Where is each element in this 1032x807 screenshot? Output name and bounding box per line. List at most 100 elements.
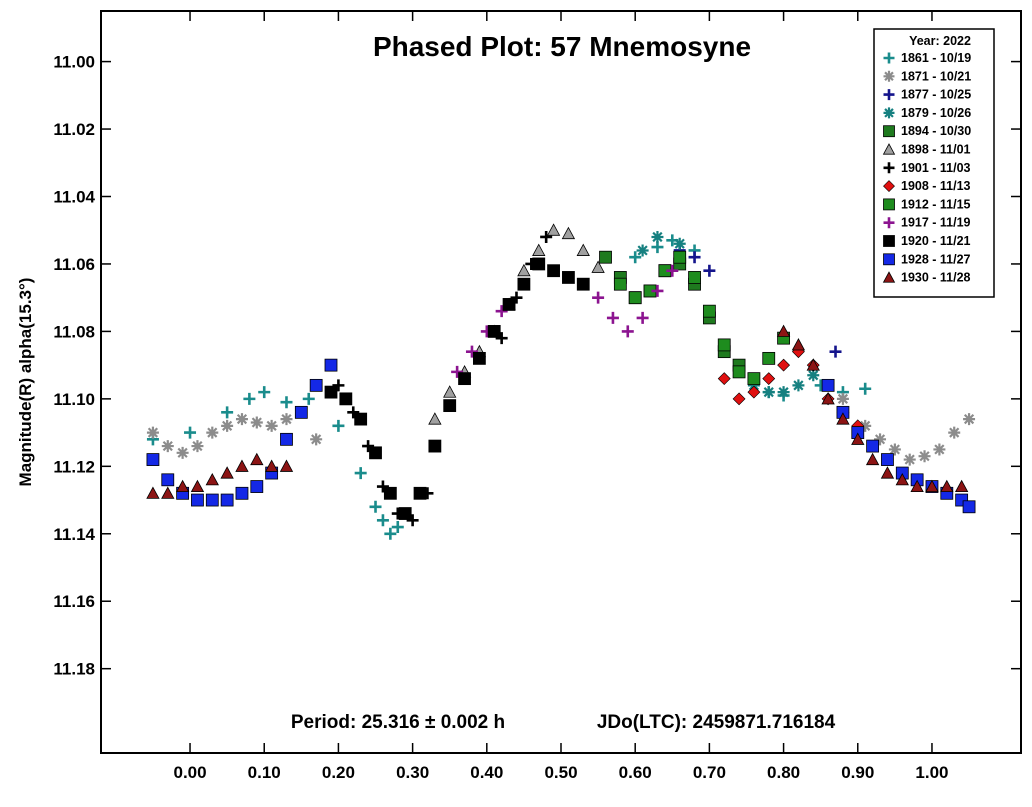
data-point xyxy=(940,479,954,493)
y-tick-label: 11.04 xyxy=(53,188,95,207)
data-point xyxy=(146,486,160,499)
x-tick-label: 0.40 xyxy=(470,763,503,782)
y-axis-label: Magnitude(R) alpha(15.3°) xyxy=(16,278,35,487)
legend-item: 1877 - 10/25 xyxy=(883,88,971,102)
series-1928 xyxy=(146,358,976,514)
epoch-text: JDo(LTC): 2459871.716184 xyxy=(597,712,836,733)
data-point xyxy=(888,443,901,456)
data-point xyxy=(606,311,619,324)
data-point xyxy=(495,332,508,345)
legend-item: 1861 - 10/19 xyxy=(883,51,971,65)
x-tick-label: 0.30 xyxy=(396,763,429,782)
data-point xyxy=(205,472,219,486)
x-tick-label: 0.10 xyxy=(248,763,281,782)
data-point xyxy=(324,385,338,399)
data-point xyxy=(472,351,486,365)
legend-item: 1898 - 11/01 xyxy=(882,143,971,157)
data-point xyxy=(732,392,746,406)
data-point xyxy=(836,412,850,425)
legend-label: 1877 - 10/25 xyxy=(901,88,971,102)
data-point xyxy=(807,369,820,382)
series-1917 xyxy=(451,264,679,378)
data-point xyxy=(310,433,323,446)
y-axis-ticks: 11.00 11.02 11.04 11.06 11.08 11.10 11.12 11.14… xyxy=(53,53,1021,679)
legend-item: 1871 - 10/21 xyxy=(883,69,971,83)
legend-marker xyxy=(882,143,896,155)
data-point xyxy=(443,385,457,398)
data-point xyxy=(651,241,664,254)
data-point xyxy=(487,325,501,338)
data-point xyxy=(651,284,664,297)
data-point xyxy=(517,277,531,291)
data-point xyxy=(874,433,887,446)
data-point xyxy=(962,500,976,514)
legend-label: 1898 - 11/01 xyxy=(901,143,971,157)
x-tick-label: 0.00 xyxy=(173,763,206,782)
series-1920 xyxy=(324,257,590,520)
plot-area-frame xyxy=(100,10,1022,754)
data-point xyxy=(703,264,716,277)
data-point xyxy=(651,230,664,243)
x-axis-ticks: 0.00 0.10 0.20 0.30 0.40 0.50 0.60 0.70 0.80 0.90… xyxy=(173,11,949,782)
data-point xyxy=(702,304,716,318)
legend-label: 1861 - 10/19 xyxy=(901,51,971,65)
scatter-points xyxy=(146,223,976,540)
x-tick-label: 0.20 xyxy=(322,763,355,782)
legend-marker xyxy=(883,217,895,229)
y-tick-label: 11.16 xyxy=(53,592,95,611)
data-point xyxy=(517,263,531,277)
series-1930 xyxy=(146,324,969,499)
legend-title: Year: 2022 xyxy=(909,34,971,48)
legend-marker xyxy=(883,180,895,193)
data-point xyxy=(175,479,190,493)
legend-item: 1894 - 10/30 xyxy=(883,124,971,138)
data-point xyxy=(354,412,368,426)
y-tick-label: 11.08 xyxy=(53,322,95,341)
legend-item: 1928 - 11/27 xyxy=(883,252,971,266)
legend-label: 1928 - 11/27 xyxy=(901,252,971,266)
data-point xyxy=(250,480,264,493)
legend-label: 1930 - 11/28 xyxy=(901,271,971,285)
data-point xyxy=(510,291,523,304)
data-point xyxy=(347,406,360,419)
legend-marker xyxy=(883,107,895,119)
data-point xyxy=(280,413,293,426)
series-1879 xyxy=(636,230,820,399)
data-point xyxy=(591,260,605,273)
data-point xyxy=(562,271,575,284)
data-point xyxy=(561,226,576,240)
data-point xyxy=(362,440,375,453)
data-point xyxy=(235,459,249,472)
data-point xyxy=(369,500,382,513)
data-point xyxy=(673,237,686,250)
data-point xyxy=(762,351,776,365)
data-point xyxy=(673,250,687,264)
data-point xyxy=(443,399,457,413)
data-point xyxy=(688,271,701,284)
data-point xyxy=(776,324,791,337)
data-point xyxy=(235,413,248,426)
data-point xyxy=(762,372,776,386)
legend-marker xyxy=(883,235,895,247)
y-tick-label: 11.12 xyxy=(53,457,95,476)
data-point xyxy=(146,426,159,439)
y-tick-label: 11.02 xyxy=(53,120,95,139)
data-point xyxy=(324,358,338,372)
data-point xyxy=(190,479,205,493)
data-point xyxy=(688,251,701,264)
legend: Year: 2022 1861 - 10/19 1871 - 10/21 1877 … xyxy=(873,28,995,298)
data-point xyxy=(220,493,234,507)
data-point xyxy=(332,379,345,392)
data-point xyxy=(221,419,234,432)
data-point xyxy=(532,243,546,256)
data-point xyxy=(747,372,761,386)
data-point xyxy=(963,413,976,426)
data-point xyxy=(732,365,746,379)
data-point xyxy=(540,230,553,243)
data-point xyxy=(451,365,464,378)
legend-marker xyxy=(883,89,895,101)
data-point xyxy=(280,432,293,446)
data-point xyxy=(184,426,197,439)
data-point xyxy=(294,405,308,419)
y-tick-label: 11.06 xyxy=(53,255,95,274)
